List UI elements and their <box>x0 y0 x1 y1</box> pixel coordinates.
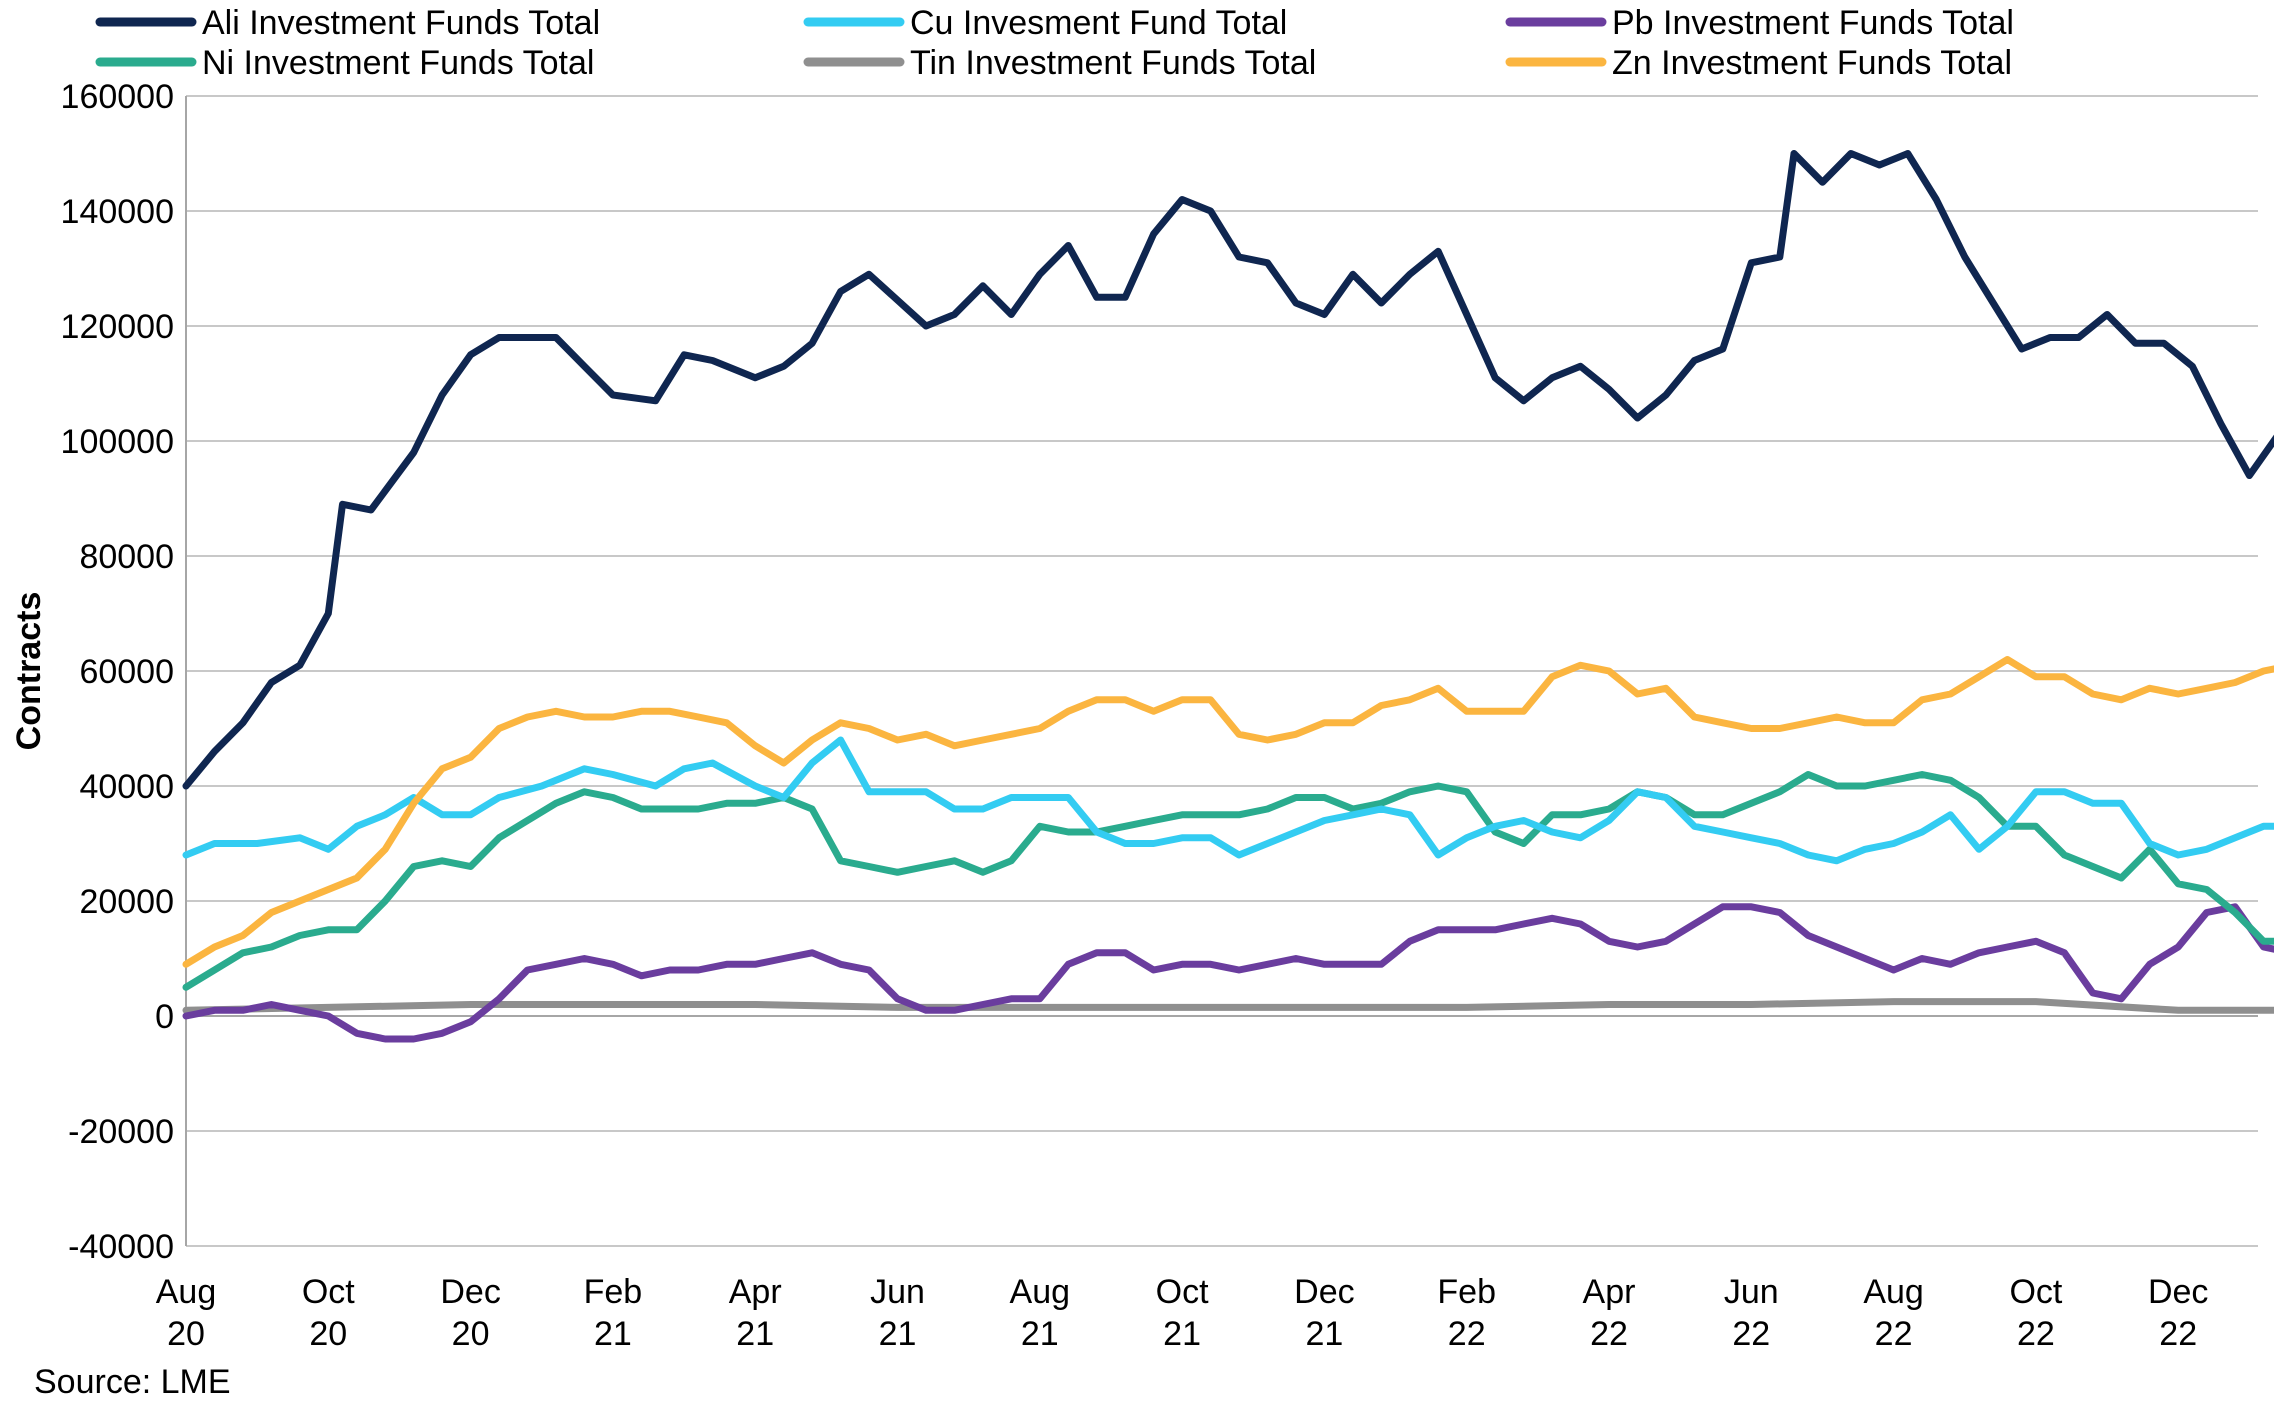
series-line-zn <box>182 656 2274 968</box>
source-note: Source: LME <box>34 1363 231 1401</box>
legend-item-ali: Ali Investment Funds Total <box>95 4 600 42</box>
x-tick-label: Oct 20 <box>302 1273 355 1353</box>
legend-label: Tin Investment Funds Total <box>910 44 1316 82</box>
x-tick-label: Jun 22 <box>1724 1273 1779 1353</box>
y-tick-label: 40000 <box>79 768 174 806</box>
series-line-pb <box>182 903 2274 1043</box>
y-tick-label: 140000 <box>61 193 174 231</box>
y-tick-label: 60000 <box>79 653 174 691</box>
y-axis-label: Contracts <box>10 592 48 751</box>
x-tick-label: Aug 21 <box>1010 1273 1071 1353</box>
legend-label: Cu Invesment Fund Total <box>910 4 1287 42</box>
y-tick-label: -20000 <box>68 1113 174 1151</box>
series-line-ni <box>182 771 2274 991</box>
chart-axes: -40000 -20000 0 20000 40000 60000 80000 100000 1… <box>61 78 2258 1353</box>
legend-item-pb: Pb Investment Funds Total <box>1505 4 2014 42</box>
x-tick-label: Aug 22 <box>1863 1273 1924 1353</box>
y-tick-label: 100000 <box>61 423 174 461</box>
legend-item-ni: Ni Investment Funds Total <box>95 44 594 82</box>
legend-label: Ni Investment Funds Total <box>202 44 594 82</box>
series-line-ali <box>182 150 2274 790</box>
y-tick-label: 20000 <box>79 883 174 921</box>
x-tick-label: Oct 21 <box>1156 1273 1209 1353</box>
x-tick-label: Apr 22 <box>1583 1273 1636 1353</box>
x-tick-label: Dec 20 <box>440 1273 500 1353</box>
horizontal-gridlines <box>186 95 2258 1247</box>
y-tick-label: 80000 <box>79 538 174 576</box>
legend-item-zn: Zn Investment Funds Total <box>1505 44 2012 82</box>
legend-label: Pb Investment Funds Total <box>1612 4 2014 42</box>
y-tick-label: 120000 <box>61 308 174 346</box>
chart-series <box>182 150 2274 1043</box>
series-line-cu <box>182 736 2274 865</box>
x-tick-label: Dec 21 <box>1294 1273 1354 1353</box>
x-tick-label: Jun 21 <box>870 1273 925 1353</box>
legend-label: Ali Investment Funds Total <box>202 4 600 42</box>
legend-label: Zn Investment Funds Total <box>1612 44 2012 82</box>
x-tick-label: Oct 22 <box>2009 1273 2062 1353</box>
legend-item-tin: Tin Investment Funds Total <box>803 44 1316 82</box>
x-tick-label: Feb 22 <box>1437 1273 1496 1353</box>
x-tick-label: Aug 20 <box>156 1273 217 1353</box>
y-tick-label: -40000 <box>68 1228 174 1266</box>
y-tick-label: 0 <box>155 998 174 1036</box>
x-tick-label: Feb 21 <box>584 1273 643 1353</box>
x-tick-label: Apr 21 <box>729 1273 782 1353</box>
x-tick-label: Dec 22 <box>2148 1273 2208 1353</box>
y-tick-label: 160000 <box>61 78 174 116</box>
legend-item-cu: Cu Invesment Fund Total <box>803 4 1287 42</box>
chart-legend: Ali Investment Funds Total Cu Invesment F… <box>95 4 2014 82</box>
